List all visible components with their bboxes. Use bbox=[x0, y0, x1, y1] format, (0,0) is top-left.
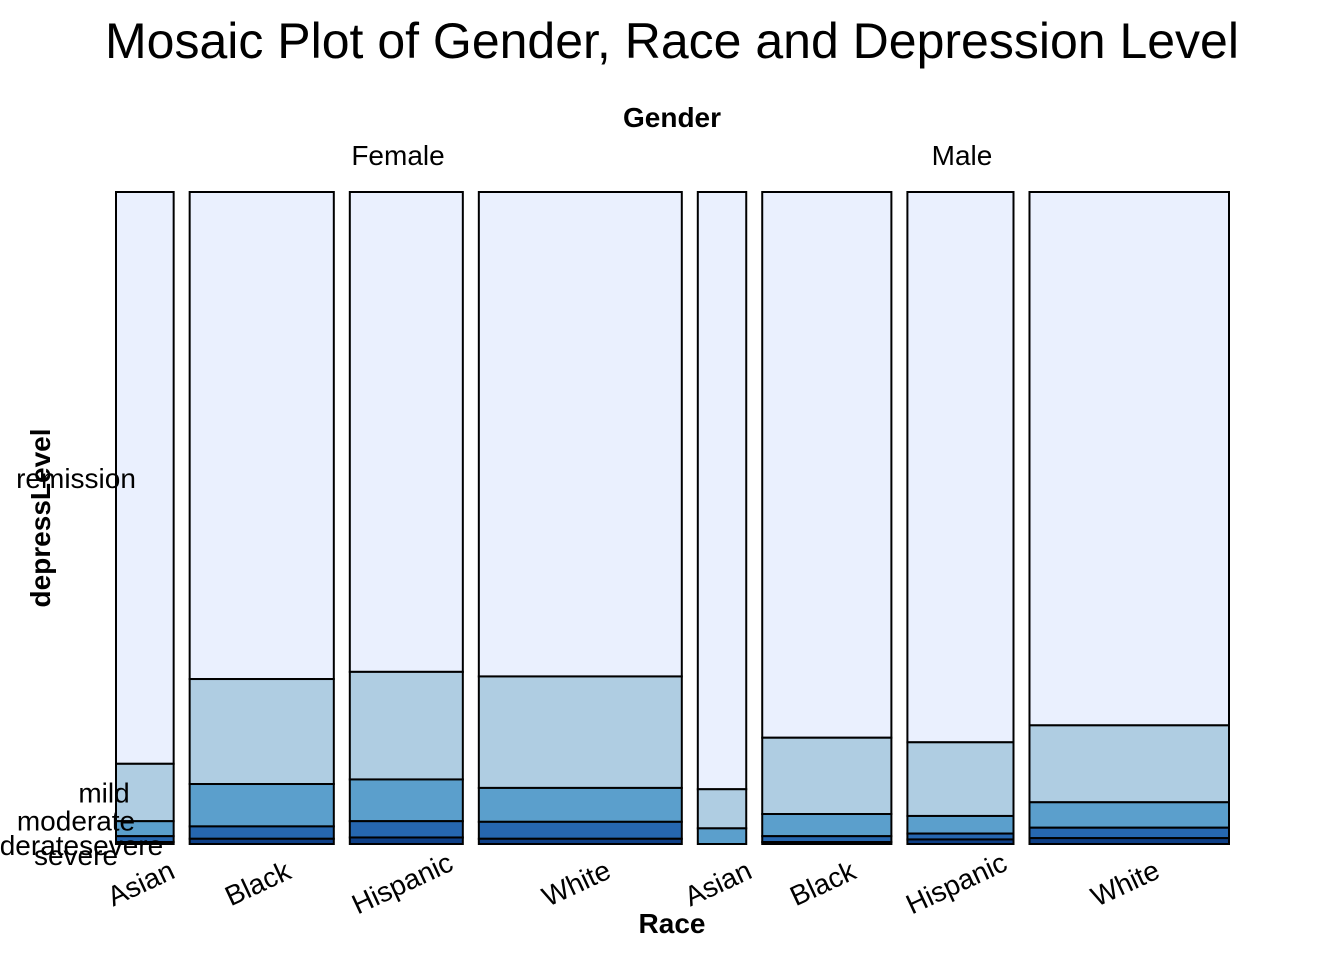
tile-male-white-mild bbox=[1028, 724, 1230, 804]
tile-female-hispanic-mild bbox=[348, 670, 464, 781]
tile-female-asian-remission bbox=[115, 191, 175, 765]
tile-female-white-remission bbox=[477, 191, 683, 678]
level-labels: remission mildmoderatemoderateseveresever… bbox=[0, 463, 163, 871]
tile-female-white-severe bbox=[477, 837, 683, 846]
tile-female-hispanic-remission bbox=[348, 191, 464, 673]
tile-male-asian-moderate bbox=[696, 827, 748, 845]
tile-male-white-severe bbox=[1028, 837, 1230, 846]
tile-male-white-moderate bbox=[1028, 801, 1230, 829]
x-tick-female-black: Black bbox=[220, 854, 296, 911]
gender-label-male: Male bbox=[932, 140, 993, 171]
x-tick-male-white: White bbox=[1086, 854, 1164, 912]
x-tick-male-asian: Asian bbox=[680, 855, 757, 913]
tile-male-white-remission bbox=[1028, 191, 1230, 727]
x-axis-title: Race bbox=[639, 908, 706, 939]
level-label-mild: mild bbox=[78, 777, 129, 808]
x-tick-female-white: White bbox=[537, 854, 615, 912]
gender-axis-title: Gender bbox=[623, 102, 721, 133]
tile-male-black-severe bbox=[761, 841, 893, 845]
tile-female-black-moderate bbox=[188, 783, 335, 828]
tile-female-white-moderate bbox=[477, 786, 683, 823]
tile-male-black-remission bbox=[761, 191, 893, 739]
tile-male-white-moderatesevere bbox=[1028, 826, 1230, 840]
x-tick-female-hispanic: Hispanic bbox=[347, 847, 457, 920]
y-axis-title: depressLevel bbox=[25, 429, 56, 608]
tile-male-hispanic-severe bbox=[906, 838, 1015, 846]
tile-male-black-mild bbox=[761, 736, 893, 815]
tile-female-hispanic-moderate bbox=[348, 778, 464, 823]
x-tick-male-hispanic: Hispanic bbox=[901, 847, 1011, 920]
tile-male-black-moderate bbox=[761, 813, 893, 838]
mosaic-tiles bbox=[115, 191, 1230, 846]
gender-label-female: Female bbox=[351, 140, 444, 171]
tile-female-black-severe bbox=[188, 837, 335, 846]
tile-female-black-moderatesevere bbox=[188, 825, 335, 840]
tile-male-hispanic-remission bbox=[906, 191, 1015, 744]
tile-male-hispanic-moderate bbox=[906, 814, 1015, 835]
level-label-remission: remission bbox=[16, 463, 136, 494]
tile-female-asian-severe bbox=[115, 841, 175, 845]
x-tick-labels: Asian Black Hispanic White Asian Black Hispani… bbox=[103, 847, 1165, 920]
tile-female-black-mild bbox=[188, 678, 335, 786]
tile-male-hispanic-mild bbox=[906, 741, 1015, 817]
tile-male-asian-mild bbox=[696, 788, 748, 830]
tile-female-hispanic-moderatesevere bbox=[348, 820, 464, 839]
level-label-moderate: moderate bbox=[17, 806, 135, 837]
tile-female-hispanic-severe bbox=[348, 836, 464, 845]
tile-male-asian-remission bbox=[696, 191, 748, 791]
level-label-moderatesevere: moderatesevere bbox=[0, 830, 163, 861]
tile-female-white-mild bbox=[477, 675, 683, 789]
chart-title: Mosaic Plot of Gender, Race and Depressi… bbox=[105, 13, 1239, 69]
x-tick-male-black: Black bbox=[785, 854, 861, 911]
level-label-severe: severe bbox=[34, 840, 118, 871]
tile-female-black-remission bbox=[188, 191, 335, 681]
tile-female-white-moderatesevere bbox=[477, 820, 683, 840]
